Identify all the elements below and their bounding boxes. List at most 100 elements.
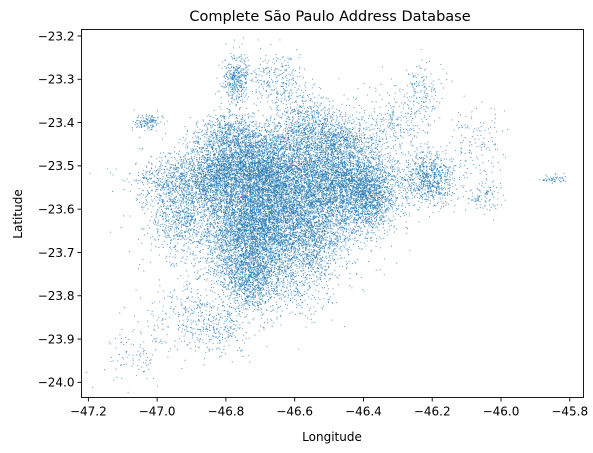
scatter-point xyxy=(278,110,279,112)
scatter-point xyxy=(301,195,303,197)
scatter-point xyxy=(282,179,284,181)
scatter-point xyxy=(264,219,266,221)
scatter-point xyxy=(357,186,358,187)
scatter-point xyxy=(280,221,282,223)
scatter-point xyxy=(320,142,322,144)
scatter-point xyxy=(291,219,293,221)
scatter-point xyxy=(292,221,294,223)
scatter-point xyxy=(199,151,201,153)
scatter-point xyxy=(265,205,267,207)
scatter-point xyxy=(337,239,339,241)
scatter-point xyxy=(375,210,377,212)
scatter-point xyxy=(322,171,324,173)
scatter-point xyxy=(207,194,209,196)
scatter-point xyxy=(334,149,336,151)
scatter-point xyxy=(200,216,202,218)
scatter-point xyxy=(316,228,317,230)
scatter-point xyxy=(265,186,267,188)
scatter-point xyxy=(328,274,329,276)
scatter-point xyxy=(271,135,273,137)
scatter-point xyxy=(248,178,250,180)
scatter-point xyxy=(281,213,282,214)
scatter-point xyxy=(330,175,332,177)
scatter-point xyxy=(369,162,371,164)
scatter-point xyxy=(223,219,225,221)
scatter-point xyxy=(365,205,367,207)
scatter-point xyxy=(194,142,196,144)
scatter-point xyxy=(299,216,301,218)
scatter-point xyxy=(334,139,336,141)
scatter-point xyxy=(248,189,250,191)
scatter-point xyxy=(293,223,295,224)
scatter-point xyxy=(353,206,355,208)
scatter-point xyxy=(226,135,228,136)
scatter-point xyxy=(254,124,256,126)
scatter-point xyxy=(320,170,321,172)
scatter-point xyxy=(315,172,317,174)
scatter-point xyxy=(288,157,290,158)
scatter-point xyxy=(289,247,291,249)
scatter-point xyxy=(261,212,263,214)
scatter-point xyxy=(282,231,284,233)
scatter-point xyxy=(369,170,371,172)
scatter-point xyxy=(247,132,249,133)
scatter-point xyxy=(347,158,349,159)
scatter-point xyxy=(309,167,311,169)
scatter-point xyxy=(294,197,295,198)
scatter-point xyxy=(135,179,137,181)
scatter-point xyxy=(238,214,240,216)
scatter-point xyxy=(274,248,276,250)
scatter-point xyxy=(229,208,231,209)
scatter-point xyxy=(249,185,251,187)
scatter-point xyxy=(290,153,292,155)
scatter-point xyxy=(328,200,330,202)
scatter-point xyxy=(287,214,289,216)
scatter-point xyxy=(316,200,318,202)
scatter-point xyxy=(366,147,368,149)
scatter-point xyxy=(257,195,259,197)
scatter-point xyxy=(215,217,217,219)
scatter-point xyxy=(292,155,294,157)
scatter-point xyxy=(215,188,217,190)
scatter-point xyxy=(310,165,312,167)
scatter-point xyxy=(224,219,226,221)
scatter-point xyxy=(267,142,269,144)
scatter-point xyxy=(205,167,207,169)
scatter-point xyxy=(264,241,266,243)
scatter-point xyxy=(298,213,300,214)
scatter-point xyxy=(325,212,327,214)
scatter-point xyxy=(197,184,199,186)
scatter-point xyxy=(384,172,386,174)
scatter-point xyxy=(151,163,153,164)
scatter-point xyxy=(289,180,290,181)
scatter-point xyxy=(320,186,322,188)
scatter-point xyxy=(303,265,305,267)
scatter-point xyxy=(266,200,267,202)
scatter-point xyxy=(344,158,346,160)
scatter-point xyxy=(277,196,279,198)
scatter-point xyxy=(288,207,290,209)
scatter-point xyxy=(185,202,187,204)
scatter-point xyxy=(294,159,295,161)
scatter-point xyxy=(225,159,227,160)
scatter-point xyxy=(231,207,233,209)
scatter-point xyxy=(302,190,303,192)
scatter-point xyxy=(329,192,331,194)
scatter-point xyxy=(258,201,260,203)
scatter-point xyxy=(370,250,372,252)
scatter-point xyxy=(382,195,384,197)
scatter-point xyxy=(304,201,306,203)
scatter-point xyxy=(259,161,261,163)
scatter-point xyxy=(291,147,293,149)
scatter-point xyxy=(289,191,290,193)
scatter-point xyxy=(345,242,347,244)
scatter-point xyxy=(321,201,323,203)
scatter-point xyxy=(362,223,364,225)
scatter-point xyxy=(244,147,246,149)
scatter-point xyxy=(360,276,362,278)
scatter-point xyxy=(349,278,351,279)
scatter-point xyxy=(321,143,323,145)
scatter-point xyxy=(276,177,278,179)
scatter-point xyxy=(301,158,303,160)
scatter-point xyxy=(322,151,323,153)
